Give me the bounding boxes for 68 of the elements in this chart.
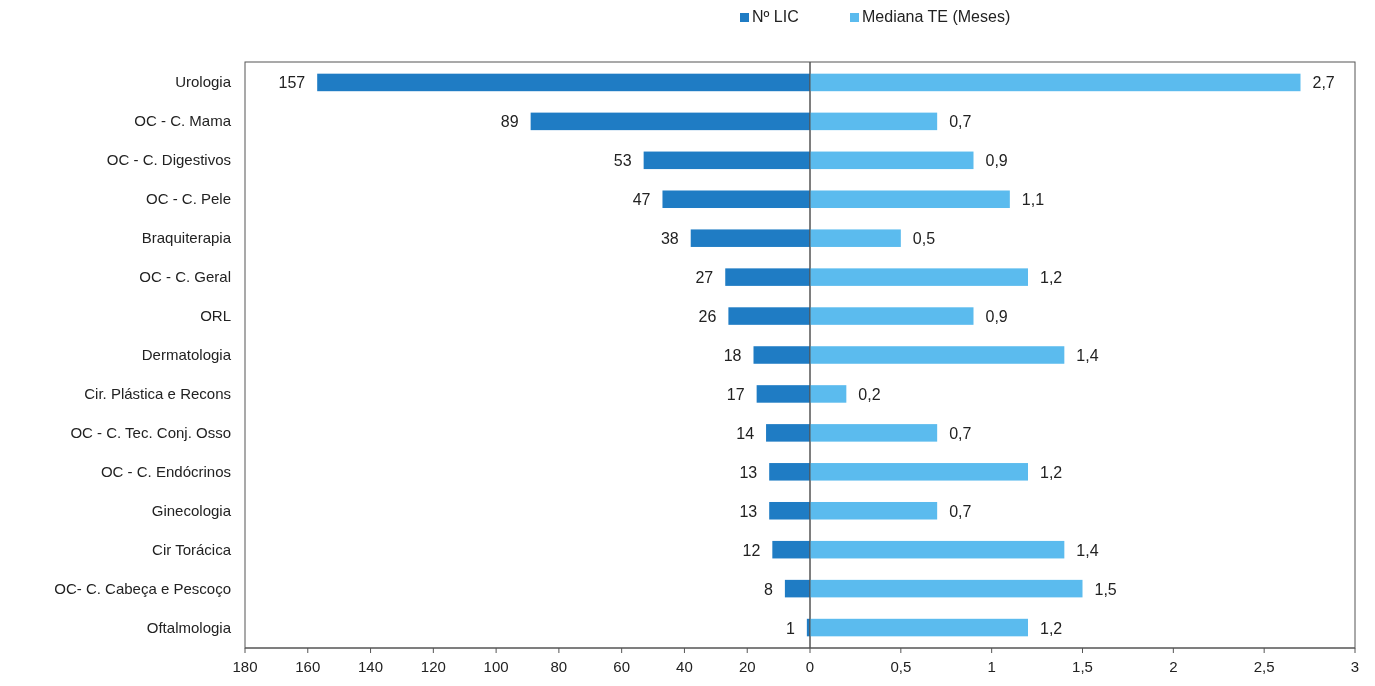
- data-label: 0,9: [985, 308, 1008, 326]
- y-tick-label: OC - C. Pele: [145, 190, 231, 208]
- data-label: 14: [736, 424, 755, 442]
- data-label: 1,2: [1040, 619, 1063, 637]
- x-tick-label: 2,5: [1253, 658, 1275, 675]
- data-label: 2,7: [1312, 74, 1335, 92]
- x-tick-label: 3: [1350, 658, 1360, 675]
- data-label: 1,5: [1094, 580, 1117, 598]
- data-label: 1,4: [1076, 541, 1099, 559]
- x-tick-label: 1,5: [1072, 658, 1093, 675]
- data-label: 0,5: [912, 230, 936, 248]
- y-tick-label: ORL: [200, 307, 231, 325]
- data-label: 157: [278, 74, 306, 92]
- data-label: 13: [739, 463, 758, 481]
- data-label: 18: [723, 347, 742, 364]
- x-tick-label: 60: [613, 658, 631, 675]
- y-tick-label: OC - C. Digestivos: [106, 151, 231, 169]
- x-tick-label: 2: [1169, 658, 1178, 675]
- data-label: 1,2: [1040, 463, 1063, 481]
- data-label: 1,1: [1021, 191, 1045, 209]
- data-label: 1,4: [1076, 347, 1099, 364]
- x-tick-label: 80: [550, 658, 568, 675]
- legend-label: Mediana TE (Meses): [862, 8, 1011, 25]
- legend-label: Nº LIC: [752, 8, 799, 25]
- x-tick-label: 20: [738, 658, 756, 675]
- y-tick-label: OC - C. Mama: [134, 112, 232, 130]
- bar: [769, 463, 810, 481]
- y-tick-label: Braquiterapia: [141, 229, 232, 247]
- bar: [772, 540, 810, 559]
- data-label: 1: [785, 619, 795, 637]
- bar: [753, 346, 810, 364]
- y-tick-label: Cir. Plástica e Recons: [84, 384, 231, 402]
- data-label: 0,7: [949, 113, 972, 131]
- x-tick-label: 140: [358, 658, 384, 675]
- x-tick-label: 160: [295, 658, 321, 675]
- bar: [784, 579, 810, 598]
- y-tick-label: Cir Torácica: [152, 540, 232, 558]
- data-label: 0,7: [949, 502, 972, 520]
- data-label: 17: [726, 385, 745, 403]
- x-tick-label: 0: [805, 658, 815, 675]
- data-label: 1,2: [1040, 269, 1063, 287]
- data-label: 0,9: [985, 152, 1008, 170]
- data-label: 13: [739, 502, 758, 520]
- data-label: 53: [613, 152, 632, 170]
- y-tick-label: Urologia: [175, 73, 232, 91]
- y-tick-label: Ginecologia: [151, 501, 232, 519]
- data-label: 26: [698, 308, 717, 326]
- y-tick-label: Oftalmologia: [146, 618, 232, 636]
- x-tick-label: 40: [676, 658, 693, 675]
- data-label: 8: [763, 580, 773, 598]
- y-tick-label: OC - C. Geral: [139, 268, 231, 286]
- data-label: 27: [695, 269, 714, 287]
- data-label: 89: [500, 113, 519, 131]
- bar: [769, 501, 810, 520]
- x-tick-label: 1: [987, 658, 996, 675]
- y-tick-label: OC - C. Tec. Conj. Osso: [70, 423, 231, 441]
- x-tick-label: 120: [420, 658, 446, 675]
- x-tick-label: 0,5: [890, 658, 912, 675]
- data-label: 12: [742, 541, 761, 559]
- y-tick-label: Dermatologia: [141, 346, 232, 363]
- x-tick-label: 180: [232, 658, 258, 675]
- data-label: 38: [660, 230, 679, 248]
- data-label: 0,2: [858, 385, 881, 403]
- x-tick-label: 100: [483, 658, 509, 675]
- data-label: 47: [632, 191, 651, 209]
- data-label: 0,7: [949, 424, 972, 442]
- y-tick-label: OC- C. Cabeça e Pescoço: [54, 579, 231, 597]
- y-tick-label: OC - C. Endócrinos: [100, 462, 231, 480]
